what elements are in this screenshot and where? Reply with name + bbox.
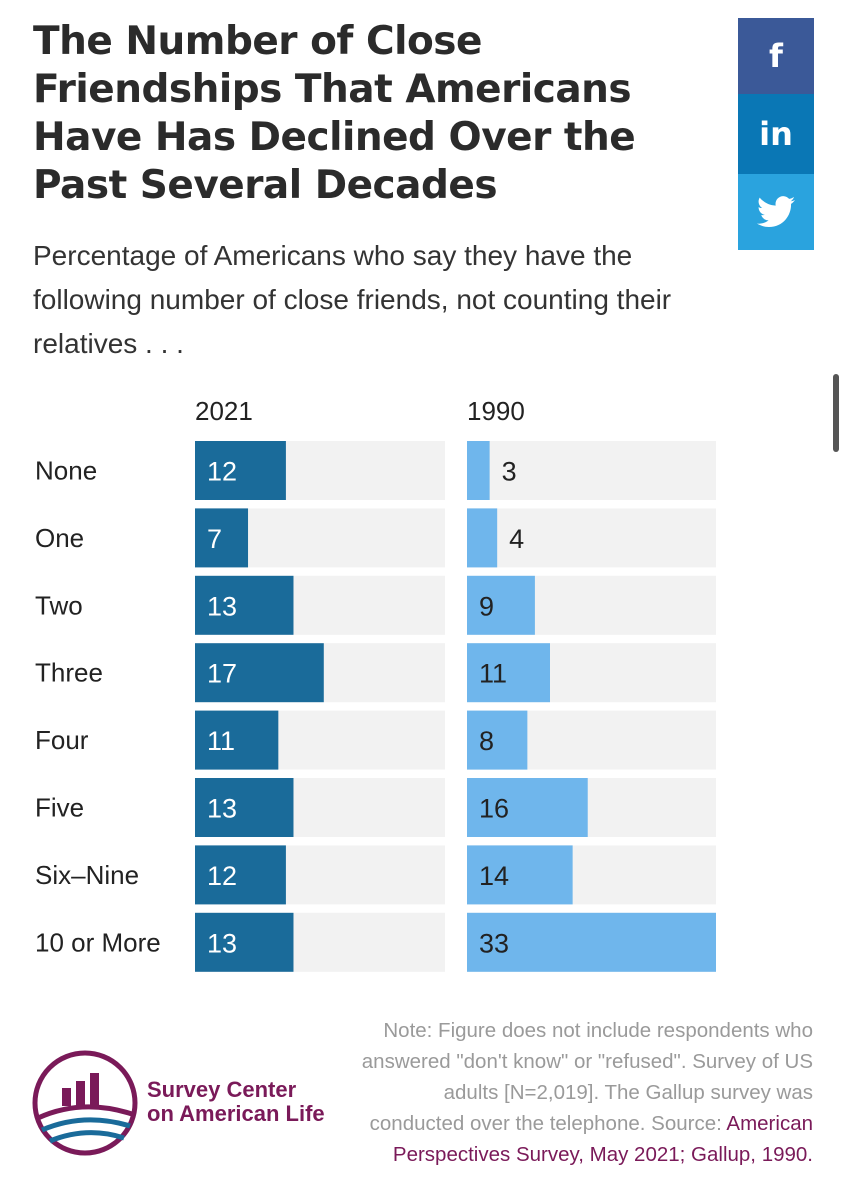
bar-2021 bbox=[195, 643, 324, 703]
bar-value-label: 3 bbox=[502, 457, 517, 487]
bar-2021 bbox=[195, 778, 294, 837]
bar-1990 bbox=[467, 710, 528, 770]
bar-track-1990 bbox=[467, 441, 716, 500]
bar-1990 bbox=[467, 508, 498, 568]
survey-center-logo-icon bbox=[32, 1050, 138, 1156]
chart-title: The Number of Close Friendships That Ame… bbox=[33, 19, 636, 208]
column-header-2021: 2021 bbox=[195, 396, 253, 426]
category-label: None bbox=[35, 456, 97, 486]
category-label: Four bbox=[35, 725, 89, 755]
bar-1990 bbox=[467, 575, 535, 635]
bar-value-label: 12 bbox=[207, 861, 237, 891]
category-label: One bbox=[35, 523, 84, 553]
bar-2021 bbox=[195, 710, 279, 770]
bar-value-label: 12 bbox=[207, 457, 237, 487]
bar-1990 bbox=[467, 845, 573, 905]
bar-2021 bbox=[195, 845, 286, 905]
bar-value-label: 11 bbox=[207, 726, 235, 756]
source-label: Source: bbox=[651, 1112, 722, 1135]
bar-value-label: 17 bbox=[207, 659, 237, 689]
bar-track-1990 bbox=[467, 508, 716, 568]
bar-value-label: 13 bbox=[207, 794, 237, 824]
category-label: 10 or More bbox=[35, 927, 161, 957]
bar-value-label: 16 bbox=[479, 794, 509, 824]
bar-2021 bbox=[195, 575, 294, 635]
bar-value-label: 7 bbox=[207, 524, 222, 554]
chart-subtitle: Percentage of Americans who say they hav… bbox=[33, 240, 672, 359]
bar-value-label: 33 bbox=[479, 928, 509, 958]
bar-value-label: 9 bbox=[479, 591, 494, 621]
bar-2021 bbox=[195, 912, 294, 972]
bar-value-label: 11 bbox=[479, 659, 507, 689]
facebook-icon: f bbox=[769, 37, 783, 75]
bar-2021 bbox=[195, 441, 286, 500]
logo-text: Survey Center on American Life bbox=[147, 1078, 325, 1126]
logo-line-1: Survey Center bbox=[147, 1077, 297, 1102]
bar-value-label: 8 bbox=[479, 726, 494, 756]
bar-1990 bbox=[467, 778, 588, 837]
twitter-icon bbox=[757, 196, 795, 228]
bar-value-label: 4 bbox=[509, 524, 524, 554]
logo-line-2: on American Life bbox=[147, 1101, 325, 1126]
bar-value-label: 14 bbox=[479, 861, 509, 891]
bar-chart: None 12 3 One 7 4 Two 13 9 Three 17 11 Four 11 8 Five 13… bbox=[35, 441, 716, 972]
category-label: Two bbox=[35, 590, 83, 620]
category-label: Six–Nine bbox=[35, 860, 139, 890]
bar-1990 bbox=[467, 643, 550, 703]
linkedin-icon: in bbox=[759, 115, 793, 153]
bar-value-label: 13 bbox=[207, 928, 237, 958]
category-label: Three bbox=[35, 658, 103, 688]
note-text: Note: Figure does not include respondent… bbox=[361, 1019, 813, 1135]
bar-value-label: 13 bbox=[207, 591, 237, 621]
category-label: Five bbox=[35, 793, 84, 823]
facebook-share-button[interactable]: f bbox=[738, 18, 814, 94]
bar-1990 bbox=[467, 441, 490, 500]
column-header-1990: 1990 bbox=[467, 396, 525, 426]
scrollbar[interactable] bbox=[833, 374, 839, 452]
bar-1990 bbox=[467, 912, 716, 972]
chart-note: Note: Figure does not include respondent… bbox=[353, 1015, 813, 1170]
source-link[interactable]: American Perspectives Survey, May 2021; … bbox=[392, 1112, 813, 1166]
twitter-share-button[interactable] bbox=[738, 174, 814, 250]
linkedin-share-button[interactable]: in bbox=[738, 94, 814, 174]
bar-2021 bbox=[195, 508, 249, 568]
